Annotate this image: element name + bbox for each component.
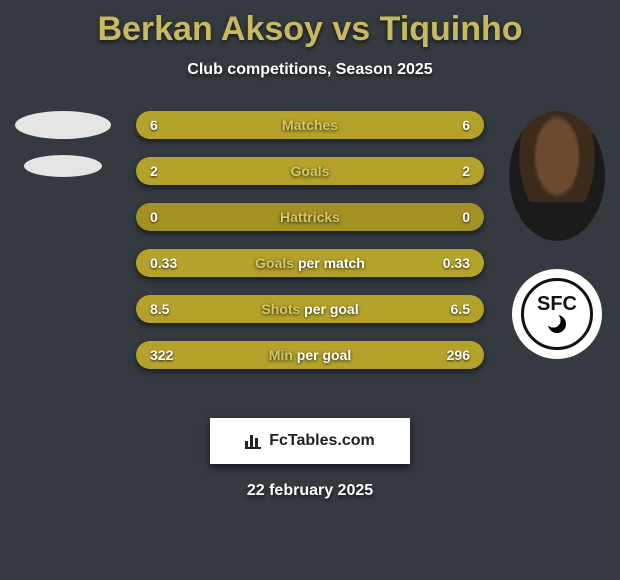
comparison-area: SFC 6 6 Matches 2 2 Goals 0 0 Hattricks 0.33 0.33 G… — [0, 111, 620, 411]
soccer-ball-icon — [548, 315, 566, 333]
stat-value-left: 8.5 — [150, 301, 169, 317]
stat-fill-right — [310, 157, 484, 185]
date-label: 22 february 2025 — [247, 482, 373, 500]
club-badge-inner: SFC — [521, 278, 593, 350]
stat-value-right: 2 — [462, 163, 470, 179]
stat-row: 2 2 Goals — [136, 157, 484, 185]
stat-label: Shots per goal — [261, 301, 358, 317]
stat-label: Matches — [282, 117, 338, 133]
bar-chart-icon — [245, 433, 261, 449]
stat-label: Min per goal — [269, 347, 351, 363]
page-title: Berkan Aksoy vs Tiquinho — [0, 0, 620, 49]
stat-row: 8.5 6.5 Shots per goal — [136, 295, 484, 323]
source-badge: FcTables.com — [210, 418, 410, 464]
page-subtitle: Club competitions, Season 2025 — [0, 61, 620, 79]
left-player-photo-placeholder — [15, 111, 111, 241]
stat-value-right: 6.5 — [451, 301, 470, 317]
stat-label: Goals — [291, 163, 330, 179]
stat-value-right: 0 — [462, 209, 470, 225]
stat-value-left: 0 — [150, 209, 158, 225]
placeholder-oval — [24, 155, 102, 177]
stat-row: 6 6 Matches — [136, 111, 484, 139]
stat-value-right: 6 — [462, 117, 470, 133]
stat-row: 322 296 Min per goal — [136, 341, 484, 369]
stat-value-left: 6 — [150, 117, 158, 133]
stat-value-left: 2 — [150, 163, 158, 179]
right-club-badge: SFC — [512, 269, 602, 359]
stat-label: Hattricks — [280, 209, 340, 225]
right-player-photo — [509, 111, 605, 241]
stats-list: 6 6 Matches 2 2 Goals 0 0 Hattricks 0.33 0.33 Goals… — [136, 111, 484, 369]
stat-label: Goals per match — [255, 255, 365, 271]
stat-value-right: 296 — [447, 347, 470, 363]
source-label: FcTables.com — [269, 432, 375, 450]
stat-row: 0.33 0.33 Goals per match — [136, 249, 484, 277]
stat-value-left: 322 — [150, 347, 173, 363]
club-badge-text: SFC — [537, 295, 577, 313]
stat-value-left: 0.33 — [150, 255, 177, 271]
left-player-column — [8, 111, 118, 241]
stat-value-right: 0.33 — [443, 255, 470, 271]
right-player-column: SFC — [502, 111, 612, 359]
player-face-icon — [509, 111, 605, 241]
placeholder-oval — [15, 111, 111, 139]
stat-row: 0 0 Hattricks — [136, 203, 484, 231]
stat-fill-left — [136, 157, 310, 185]
